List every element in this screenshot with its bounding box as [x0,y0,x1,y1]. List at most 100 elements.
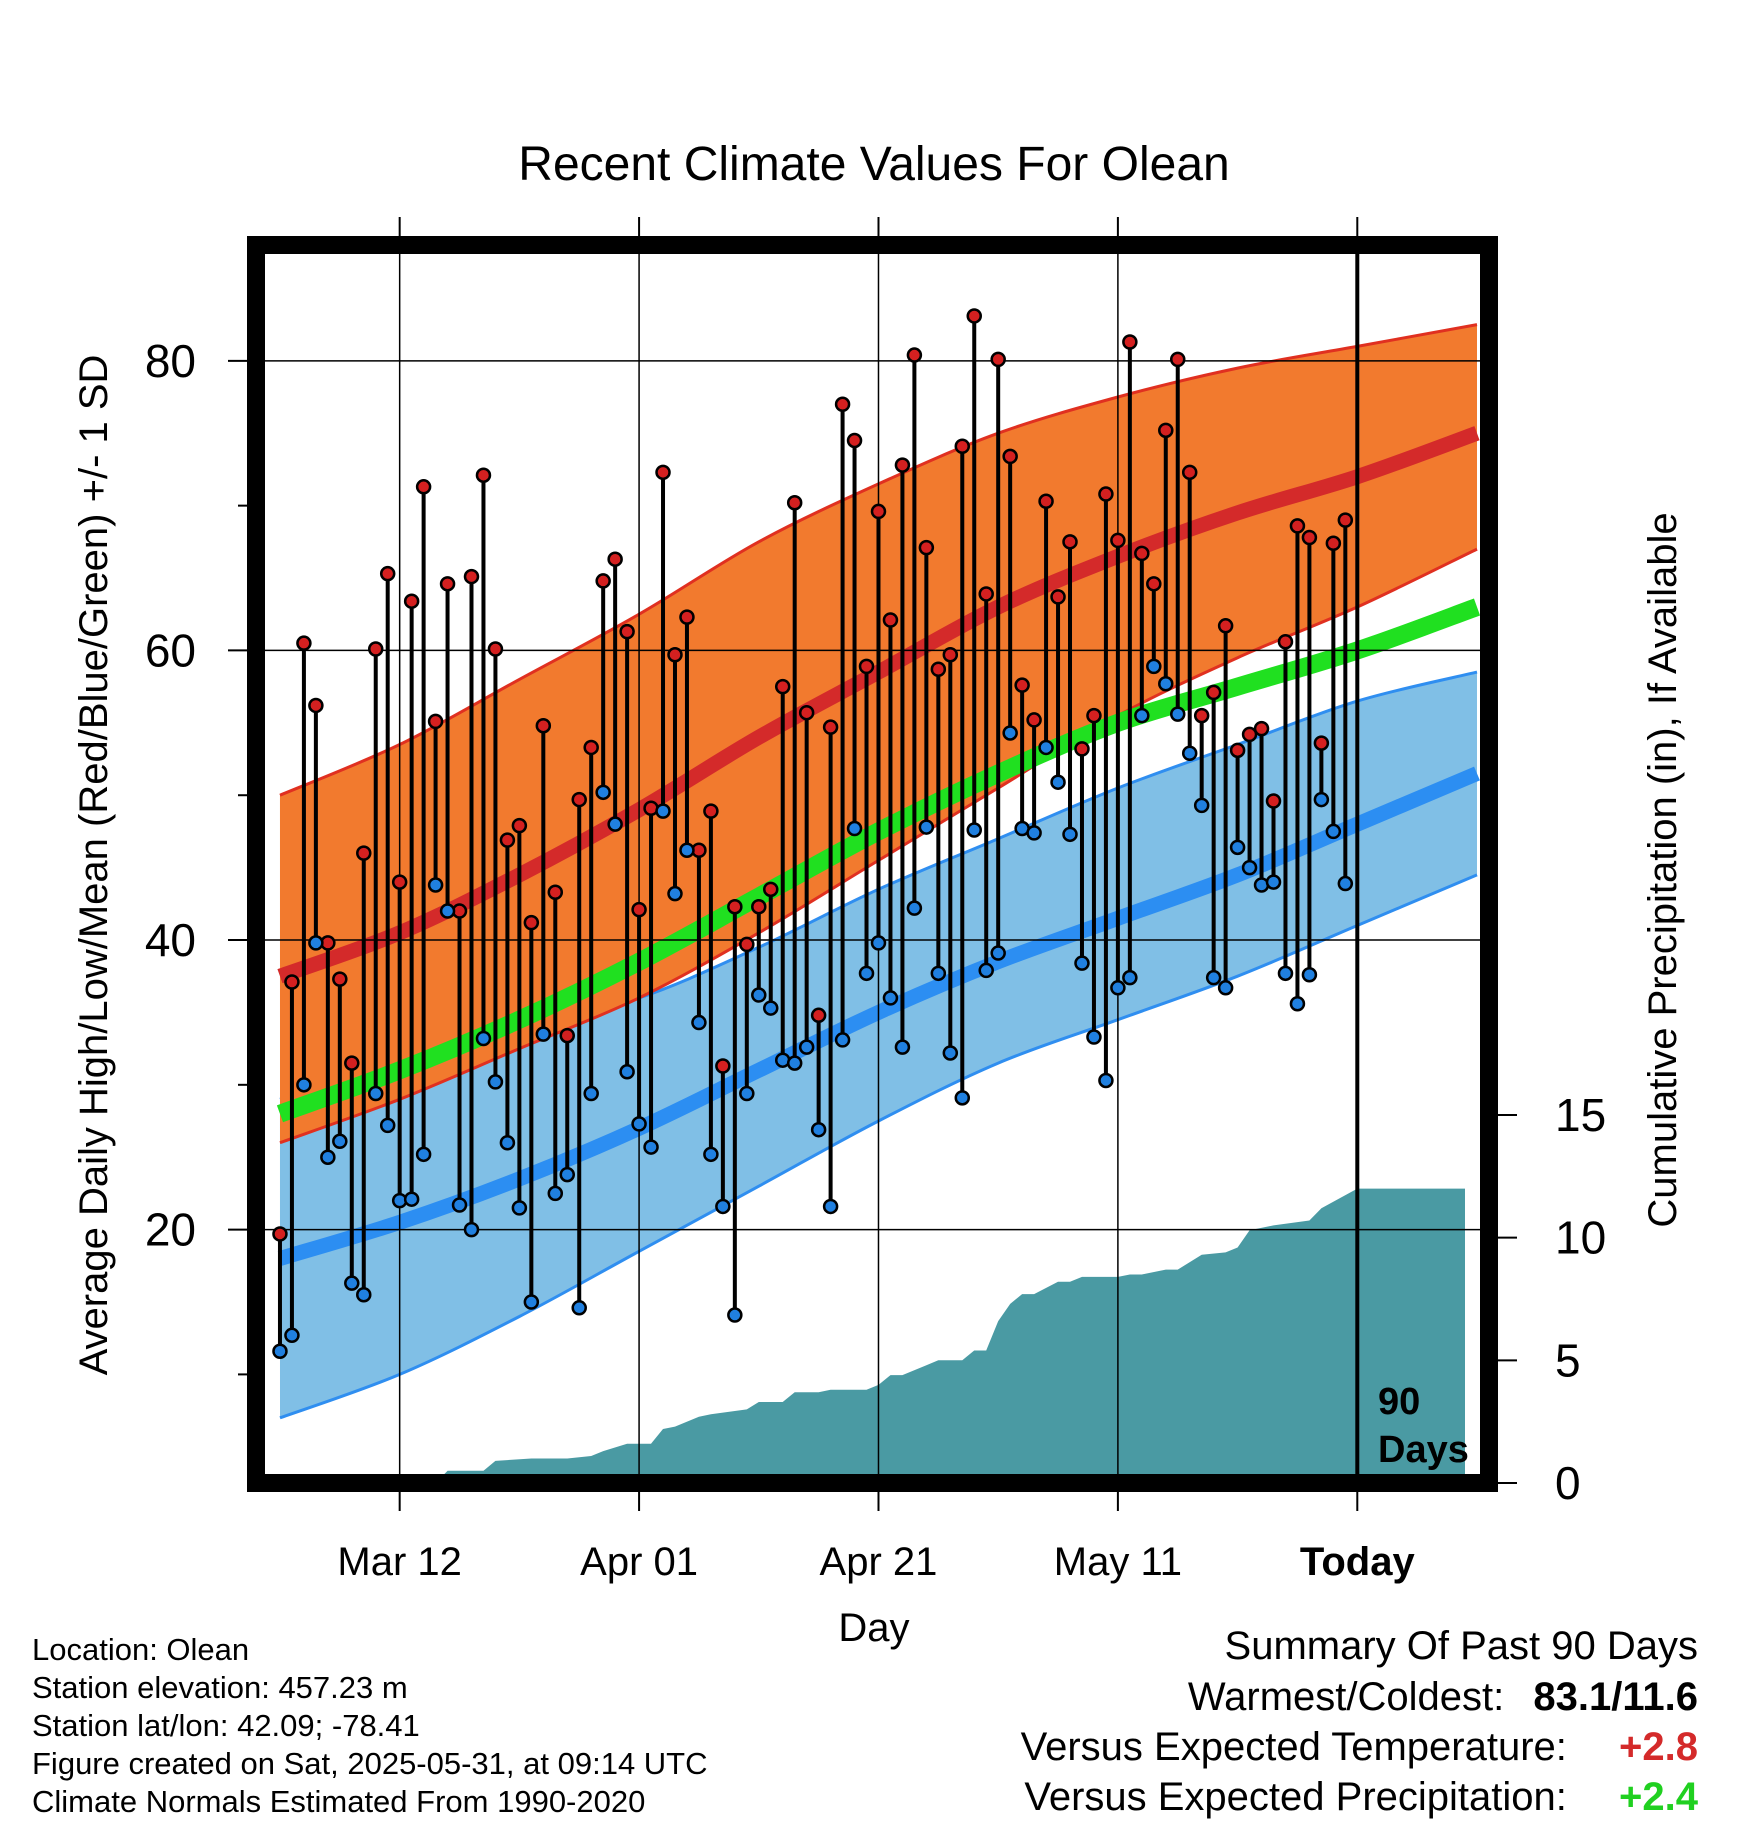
high-point [547,884,564,900]
low-point [356,1287,372,1303]
low-point [1038,739,1054,756]
low-point [595,784,611,801]
high-point [774,678,791,695]
low-point [1086,1029,1102,1045]
high-point [344,1055,360,1071]
high-point [1205,684,1222,701]
low-point [1026,825,1042,841]
x-tick-label: Today [1300,1540,1416,1584]
high-point [727,898,743,915]
warm-cold-label: Warmest/Coldest: [1187,1675,1505,1719]
low-point [415,1146,432,1163]
high-point [1241,726,1258,743]
low-point [703,1146,719,1163]
low-point [583,1085,599,1102]
high-point [631,901,647,918]
today-label-days-count: 90 [1378,1381,1420,1423]
high-point [1193,707,1210,724]
low-point [511,1200,528,1216]
high-point [1158,422,1174,439]
high-point [1289,518,1306,534]
high-point [475,467,492,483]
precip-area [279,1188,1465,1483]
high-point [1134,545,1150,562]
low-point [1277,965,1294,982]
high-point [499,832,516,848]
low-point [1062,826,1078,843]
high-point [918,539,935,556]
high-point [379,565,396,582]
low-point [643,1139,659,1155]
low-point [475,1030,492,1047]
low-point [966,822,982,838]
high-point [415,479,432,495]
low-point [942,1045,959,1061]
low-point [1098,1072,1114,1089]
high-point [1002,448,1018,465]
low-point [1146,658,1162,675]
high-point [1050,589,1066,605]
high-point [870,503,887,520]
low-point [547,1185,564,1202]
precip-label: Versus Expected Precipitation: [1024,1775,1567,1819]
y2-tick-label: 0 [1555,1457,1581,1509]
high-point [703,803,719,819]
high-point [1146,576,1162,592]
high-point [1181,464,1198,481]
high-point [284,974,300,990]
high-point [930,661,947,678]
y-tick-label: 60 [145,624,196,676]
high-point [1074,741,1090,757]
low-point [403,1191,420,1207]
high-point [535,717,552,734]
y-tick-label: 40 [145,914,196,966]
low-point [1002,725,1018,741]
high-point [978,586,994,602]
high-point [1253,720,1270,737]
low-point [451,1197,468,1213]
temp-label: Versus Expected Temperature: [1020,1725,1567,1769]
low-point [320,1149,336,1165]
high-point [954,438,971,455]
low-point [906,900,923,916]
high-point [583,739,599,756]
y2-tick-label: 15 [1555,1089,1606,1141]
info-location: Location: Olean [32,1632,250,1667]
precip-value: +2.4 [1619,1775,1698,1819]
plot-content [256,245,1489,1483]
plot-area [256,245,1489,1483]
low-point [463,1221,480,1238]
high-point [619,623,635,640]
high-point [1325,535,1342,552]
plot-frame [247,236,1498,1492]
temp-value: +2.8 [1619,1725,1698,1769]
high-point [810,1007,827,1024]
low-point [1217,980,1234,996]
low-point [1325,823,1342,840]
high-point [1229,742,1246,759]
high-point [1313,735,1330,751]
low-point [367,1085,384,1102]
high-point [1026,712,1042,728]
info-normals: Climate Normals Estimated From 1990-2020 [32,1784,646,1819]
high-point [403,593,420,609]
high-point [1301,529,1318,546]
high-point [1277,633,1294,650]
high-point [894,457,911,473]
low-point [715,1198,731,1215]
low-point [607,816,623,832]
high-point [990,351,1006,368]
low-point [308,935,324,951]
low-point [691,1014,707,1031]
high-point [834,396,851,413]
summary-warm-cold: Warmest/Coldest: 83.1/11.6 [1188,1673,1698,1721]
chart-title: Recent Climate Values For Olean [518,138,1229,191]
high-point [1337,512,1354,528]
low-point [727,1307,743,1323]
high-point [966,308,982,324]
high-point [822,719,839,735]
high-point [1217,618,1234,634]
low-point [834,1032,851,1048]
low-point [487,1074,504,1090]
low-point [272,1343,288,1359]
